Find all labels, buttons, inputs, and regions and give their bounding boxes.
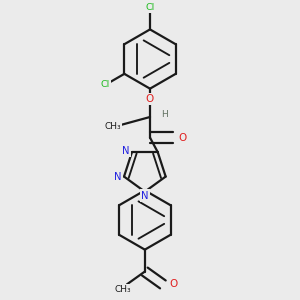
Text: N: N (114, 172, 121, 182)
Text: H: H (161, 110, 167, 119)
Text: Cl: Cl (146, 3, 154, 12)
Text: O: O (146, 94, 154, 104)
Text: N: N (141, 190, 148, 201)
Text: CH₃: CH₃ (104, 122, 121, 130)
Text: CH₃: CH₃ (115, 285, 131, 294)
Text: O: O (169, 279, 177, 290)
Text: N: N (122, 146, 129, 156)
Text: Cl: Cl (101, 80, 110, 89)
Text: O: O (178, 133, 186, 142)
